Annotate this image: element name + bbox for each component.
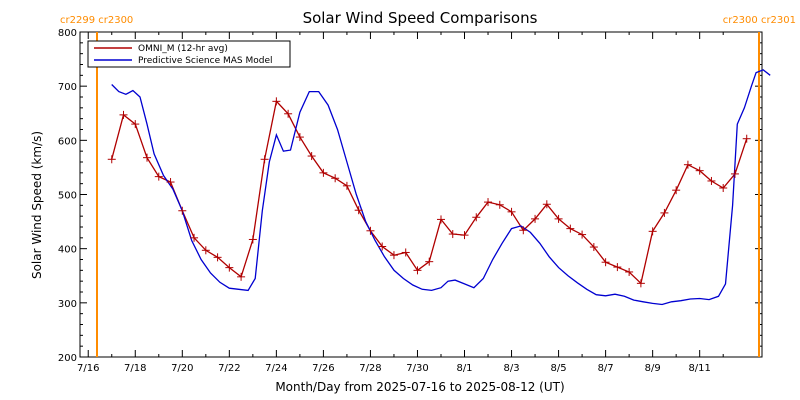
omni-data-point (730, 169, 739, 178)
omni-data-point (660, 208, 669, 217)
cr-boundaries (96, 32, 760, 357)
y-axis-label: Solar Wind Speed (km/s) (30, 131, 44, 279)
omni-data-point (178, 206, 187, 215)
omni-data-point (542, 200, 551, 209)
x-tick-label: 7/26 (312, 363, 334, 374)
omni-data-point (672, 186, 681, 195)
omni-data-point (707, 176, 716, 185)
omni-data-point (401, 248, 410, 257)
x-axis-label: Month/Day from 2025-07-16 to 2025-08-12 … (275, 380, 564, 394)
x-tick-label: 7/28 (359, 363, 381, 374)
omni-data-point (366, 226, 375, 235)
omni-data-point (190, 233, 199, 242)
omni-data-point (284, 109, 293, 118)
x-tick-label: 8/3 (503, 363, 519, 374)
series-lines (111, 69, 771, 306)
omni-data-point (566, 224, 575, 233)
omni-data-point (201, 246, 210, 255)
cr-label-left: cr2299 cr2300 (60, 15, 133, 26)
omni-data-point (625, 267, 634, 276)
omni-data-point (389, 251, 398, 260)
omni-data-point (225, 263, 234, 272)
y-tick-label: 300 (58, 299, 77, 310)
omni-data-point (166, 178, 175, 187)
x-tick-label: 7/16 (77, 363, 99, 374)
omni-data-point (154, 172, 163, 181)
omni-data-point (378, 242, 387, 251)
x-tick-label: 7/20 (171, 363, 193, 374)
x-tick-label: 7/24 (265, 363, 287, 374)
omni-data-point (107, 155, 116, 164)
omni-data-point (495, 200, 504, 209)
y-tick-label: 700 (58, 82, 77, 93)
legend: OMNI_M (12-hr avg) Predictive Science MA… (87, 40, 291, 68)
legend-box (87, 40, 291, 68)
omni-data-point (436, 215, 445, 224)
omni-data-point (695, 166, 704, 175)
omni-data-point (448, 230, 457, 239)
x-tick-label: 8/9 (645, 363, 661, 374)
y-tick-label: 200 (58, 353, 77, 364)
omni-data-point (601, 258, 610, 267)
x-tick-label: 8/1 (456, 363, 472, 374)
axis-ticks: 200 300 400 500 600 700 800 7/16 7/18 7/20 7/22 7/2… (58, 28, 762, 374)
omni-data-point (507, 207, 516, 216)
omni-data-point (413, 266, 422, 275)
omni-data-point (213, 253, 222, 262)
legend-label-omni: OMNI_M (12-hr avg) (138, 44, 228, 54)
plot-frame (79, 31, 763, 358)
omni-data-point (354, 206, 363, 215)
omni-data-point (636, 279, 645, 288)
omni-data-point (131, 120, 140, 129)
omni-data-point (519, 226, 528, 235)
omni-data-point (260, 155, 269, 164)
omni-data-point (272, 97, 281, 106)
y-tick-label: 500 (58, 191, 77, 202)
y-tick-label: 400 (58, 245, 77, 256)
x-tick-label: 7/22 (218, 363, 240, 374)
y-tick-label: 600 (58, 136, 77, 147)
omni-data-point (683, 160, 692, 169)
x-tick-label: 8/7 (598, 363, 614, 374)
model-series-line (111, 69, 771, 306)
x-tick-label: 8/11 (688, 363, 710, 374)
omni-data-point (613, 263, 622, 272)
omni-data-point (578, 230, 587, 239)
chart-title: Solar Wind Speed Comparisons (303, 9, 538, 27)
omni-data-point (295, 133, 304, 142)
omni-data-point (589, 243, 598, 252)
x-tick-label: 7/18 (124, 363, 146, 374)
omni-data-point (484, 198, 493, 207)
omni-data-point (331, 174, 340, 183)
cr-label-right: cr2300 cr2301 (723, 15, 796, 26)
omni-data-point (143, 153, 152, 162)
series-markers (107, 97, 751, 288)
omni-data-point (307, 152, 316, 161)
x-tick-label: 8/5 (551, 363, 567, 374)
omni-data-point (237, 272, 246, 281)
omni-data-point (472, 213, 481, 222)
omni-data-point (319, 168, 328, 177)
omni-data-point (119, 110, 128, 119)
omni-data-point (742, 134, 751, 143)
omni-data-point (719, 184, 728, 192)
omni-data-point (648, 227, 657, 236)
omni-data-point (554, 214, 563, 223)
omni-data-point (425, 257, 434, 266)
legend-label-model: Predictive Science MAS Model (138, 56, 273, 66)
x-tick-label: 7/30 (406, 363, 428, 374)
omni-data-point (531, 214, 540, 223)
y-tick-label: 800 (58, 28, 77, 39)
omni-series-line (111, 99, 748, 285)
omni-data-point (248, 235, 257, 244)
omni-data-point (460, 231, 469, 240)
omni-data-point (342, 181, 351, 190)
